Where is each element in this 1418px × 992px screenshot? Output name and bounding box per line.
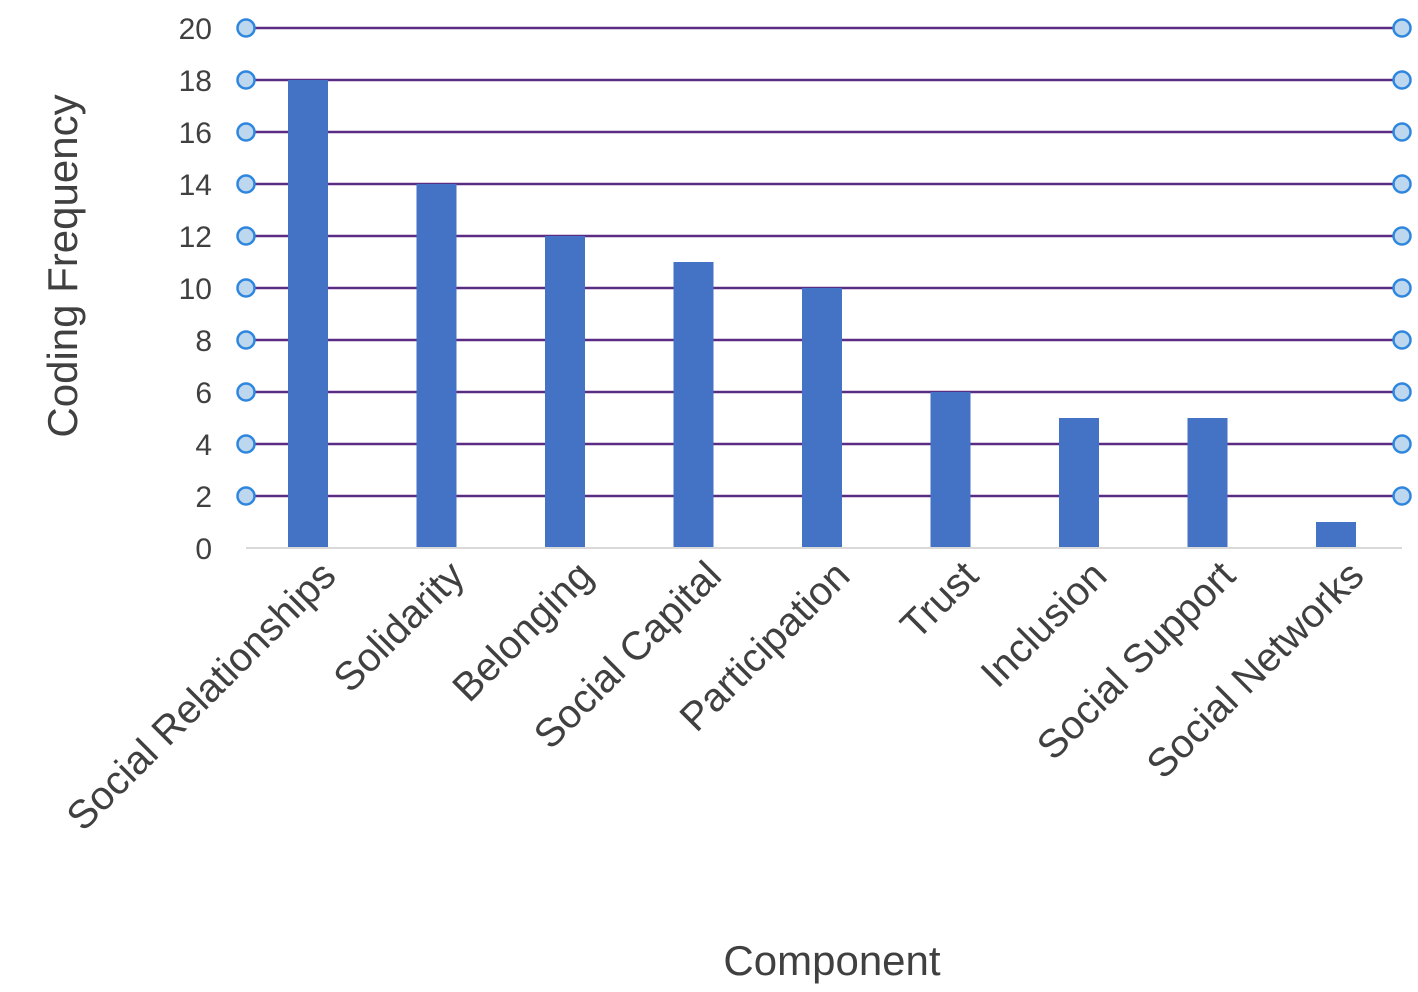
- gridline-marker: [236, 434, 256, 454]
- y-tick-label: 6: [195, 377, 212, 410]
- y-tick-label: 10: [179, 273, 212, 306]
- x-category-label: Social Networks: [1138, 553, 1372, 787]
- gridline-marker: [1392, 70, 1412, 90]
- y-tick-label: 18: [179, 65, 212, 98]
- x-category-label: Trust: [892, 553, 986, 647]
- bar-participation: [802, 288, 842, 548]
- gridline-marker: [236, 18, 256, 38]
- gridline-marker: [236, 330, 256, 350]
- x-axis-title: Component: [723, 937, 940, 984]
- y-tick-label: 4: [195, 429, 212, 462]
- gridline-marker: [1392, 122, 1412, 142]
- gridline-marker: [1392, 330, 1412, 350]
- gridline-marker: [236, 382, 256, 402]
- bar-social-networks: [1316, 522, 1356, 548]
- y-axis-title: Coding Frequency: [39, 94, 86, 437]
- y-tick-label: 0: [195, 533, 212, 566]
- gridline-marker: [1392, 278, 1412, 298]
- bar-belonging: [545, 236, 585, 548]
- bar-solidarity: [416, 184, 457, 548]
- y-tick-label: 8: [195, 325, 212, 358]
- x-axis-categories: Social RelationshipsSolidarityBelongingS…: [59, 553, 1373, 839]
- y-tick-label: 20: [179, 13, 212, 46]
- bar-social-support: [1187, 418, 1228, 548]
- gridline-marker: [1392, 434, 1412, 454]
- bar-social-capital: [673, 262, 714, 548]
- bars: [288, 80, 1356, 548]
- gridline-marker: [236, 70, 256, 90]
- gridline-marker: [1392, 486, 1412, 506]
- gridline-marker: [1392, 382, 1412, 402]
- gridline-marker: [236, 486, 256, 506]
- x-category-label: Social Relationships: [59, 553, 345, 839]
- gridline-marker: [1392, 226, 1412, 246]
- y-tick-label: 12: [179, 221, 212, 254]
- gridline-marker: [236, 122, 256, 142]
- y-tick-label: 2: [195, 481, 212, 514]
- y-tick-label: 16: [179, 117, 212, 150]
- gridline-marker: [236, 278, 256, 298]
- y-axis-ticks: 0 2 4 6 8 10 12 14 16 18 20: [179, 13, 212, 566]
- bar-trust: [930, 392, 971, 548]
- y-tick-label: 14: [179, 169, 212, 202]
- gridline-marker: [236, 174, 256, 194]
- gridline-marker: [236, 226, 256, 246]
- bar-social-relationships: [288, 80, 328, 548]
- bar-inclusion: [1059, 418, 1099, 548]
- gridline-marker: [1392, 174, 1412, 194]
- gridline-marker: [1392, 18, 1412, 38]
